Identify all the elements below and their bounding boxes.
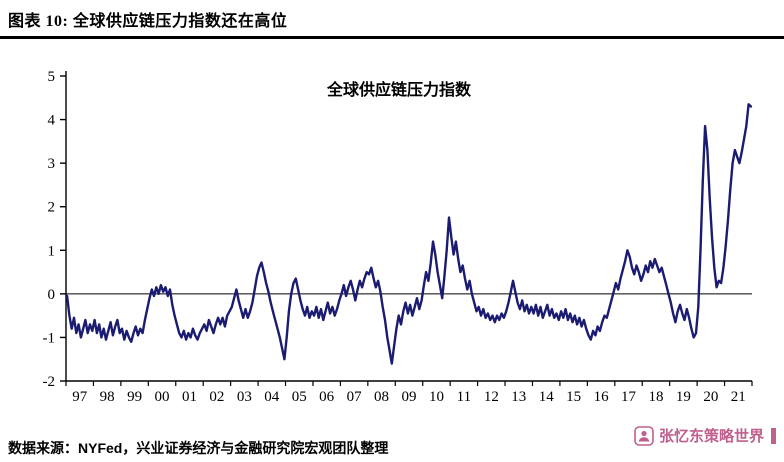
svg-text:13: 13 [511, 389, 526, 405]
chart-header: 图表 10: 全球供应链压力指数还在高位 [0, 0, 784, 31]
title-underline [0, 36, 784, 39]
watermark-bar [771, 427, 776, 444]
svg-text:06: 06 [319, 389, 335, 405]
chart-area: 5 4 3 2 1 0 -1 -2 97 98 99 00 01 02 03 04 05 06 07 08 09 10 11… [0, 39, 784, 411]
svg-text:03: 03 [237, 389, 252, 405]
svg-text:04: 04 [264, 389, 280, 405]
svg-text:2: 2 [48, 200, 56, 216]
svg-text:4: 4 [48, 113, 56, 129]
watermark-text: 张忆东策略世界 [658, 428, 764, 445]
svg-text:11: 11 [457, 389, 471, 405]
data-source-note: 数据来源：NYFed，兴业证券经济与金融研究院宏观团队整理 [8, 440, 389, 456]
svg-text:全球供应链压力指数: 全球供应链压力指数 [326, 80, 472, 99]
svg-text:10: 10 [429, 389, 444, 405]
footer: 数据来源：NYFed，兴业证券经济与金融研究院宏观团队整理 张忆东策略世界 [0, 425, 784, 458]
svg-text:08: 08 [374, 389, 389, 405]
svg-text:14: 14 [539, 389, 555, 405]
svg-text:21: 21 [731, 389, 746, 405]
watermark: 张忆东策略世界 [634, 425, 776, 446]
svg-text:07: 07 [347, 389, 363, 405]
svg-text:3: 3 [48, 156, 56, 172]
svg-text:-2: -2 [43, 374, 56, 390]
svg-text:19: 19 [676, 389, 691, 405]
svg-text:15: 15 [566, 389, 581, 405]
svg-text:01: 01 [182, 389, 197, 405]
svg-text:17: 17 [621, 389, 637, 405]
svg-text:5: 5 [48, 69, 56, 85]
svg-text:1: 1 [48, 243, 56, 259]
svg-text:05: 05 [292, 389, 307, 405]
svg-text:97: 97 [72, 389, 88, 405]
svg-text:20: 20 [703, 389, 718, 405]
svg-text:-1: -1 [43, 330, 56, 346]
figure-title: 图表 10: 全球供应链压力指数还在高位 [8, 13, 288, 30]
svg-text:00: 00 [155, 389, 170, 405]
svg-text:99: 99 [127, 389, 142, 405]
svg-text:09: 09 [402, 389, 417, 405]
svg-text:16: 16 [594, 389, 610, 405]
watermark-logo-icon [634, 425, 654, 446]
svg-text:12: 12 [484, 389, 499, 405]
svg-text:18: 18 [648, 389, 663, 405]
svg-text:02: 02 [209, 389, 224, 405]
svg-text:0: 0 [48, 287, 56, 303]
svg-text:98: 98 [100, 389, 115, 405]
